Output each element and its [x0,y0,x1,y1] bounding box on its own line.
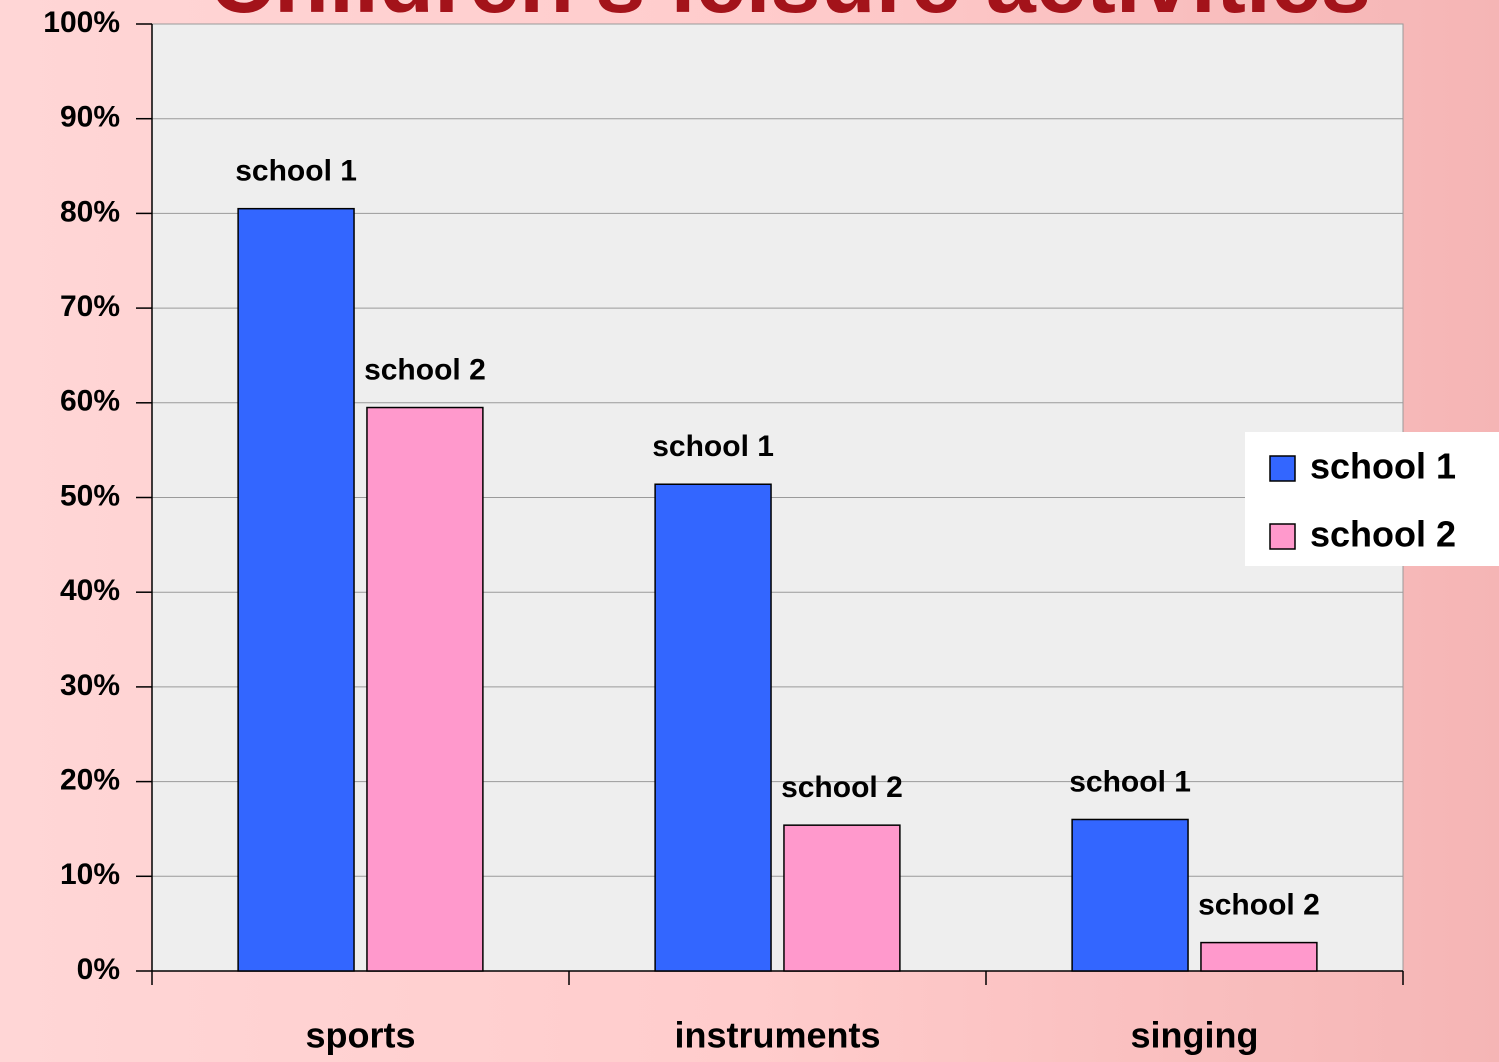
bar [1200,941,1318,972]
legend-label: school 1 [1310,446,1456,487]
data-label: school 2 [364,353,486,386]
y-tick-label: 30% [60,669,120,702]
y-tick-label: 80% [60,195,120,228]
bar [654,483,772,972]
data-label: school 2 [781,771,903,804]
y-tick-label: 60% [60,385,120,418]
bar [1071,818,1189,972]
data-label: school 1 [235,155,357,188]
x-tick-label: singing [1131,1015,1259,1056]
data-label: school 1 [652,430,774,463]
bar [783,824,901,972]
bar [237,207,355,972]
y-tick-label: 40% [60,574,120,607]
y-tick-label: 0% [77,953,120,986]
data-label: school 1 [1069,765,1191,798]
legend-swatch [1269,523,1296,550]
data-label: school 2 [1198,889,1320,922]
bar [366,406,484,972]
y-tick-label: 10% [60,858,120,891]
legend-swatch [1269,455,1296,482]
x-tick-label: instruments [674,1015,880,1056]
x-tick-label: sports [305,1015,415,1056]
y-tick-label: 90% [60,101,120,134]
y-tick-label: 50% [60,479,120,512]
y-tick-label: 100% [43,6,120,39]
y-tick-label: 70% [60,290,120,323]
legend-label: school 2 [1310,514,1456,555]
y-tick-label: 20% [60,764,120,797]
